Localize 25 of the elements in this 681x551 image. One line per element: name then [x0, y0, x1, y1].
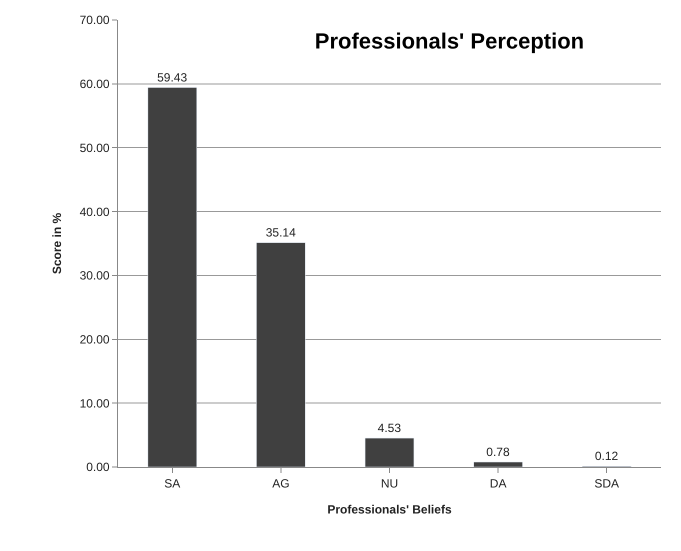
bar: [148, 87, 197, 467]
y-tick-label: 70.00: [80, 13, 110, 28]
data-label: 0.78: [486, 445, 510, 460]
data-label: 4.53: [378, 421, 402, 436]
x-axis-title: Professionals' Beliefs: [327, 502, 452, 516]
y-tick-label: 50.00: [80, 140, 110, 155]
x-tick-label: SDA: [594, 476, 620, 490]
x-tick-label: SA: [164, 476, 180, 490]
x-tick-label: NU: [380, 476, 398, 490]
data-label: 0.12: [594, 449, 619, 464]
data-label: 59.43: [157, 70, 188, 84]
y-tick-label: 40.00: [80, 204, 110, 219]
x-tick-label: DA: [490, 476, 506, 490]
y-tick-label: 30.00: [80, 268, 110, 283]
x-tick-label: AG: [272, 476, 290, 490]
y-tick-label: 0.00: [86, 460, 110, 474]
bar: [473, 462, 523, 467]
data-label: 35.14: [266, 226, 296, 240]
chart-title: Professionals' Perception: [314, 28, 584, 54]
bar: [256, 242, 306, 467]
y-axis-title: Score in %: [50, 212, 64, 274]
y-tick-label: 20.00: [80, 332, 110, 346]
bar: [364, 438, 414, 467]
y-tick-label: 10.00: [80, 396, 110, 410]
y-tick-label: 60.00: [80, 77, 110, 92]
